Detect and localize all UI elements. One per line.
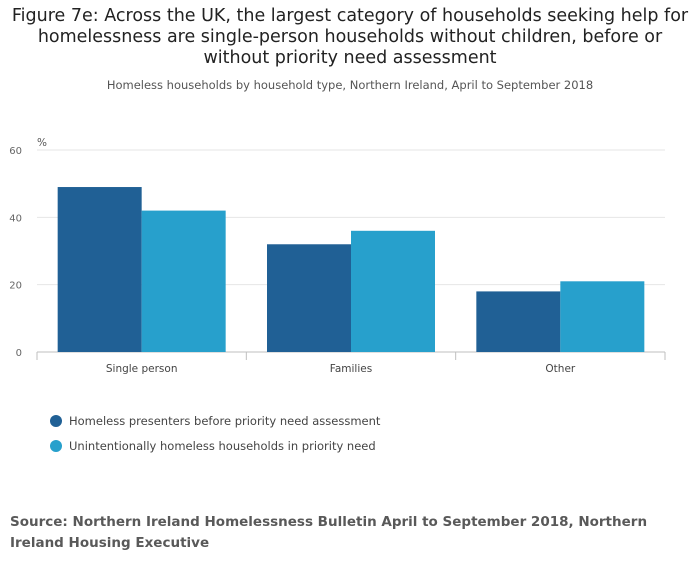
y-tick-label: 20 (9, 281, 22, 292)
bar-other-series-1 (476, 291, 561, 352)
chart-legend: Homeless presenters before priority need… (50, 408, 380, 458)
legend-label-series-2: Unintentionally homeless households in p… (69, 438, 376, 453)
x-tick-label: Single person (106, 363, 178, 375)
chart-subtitle: Homeless households by household type, N… (106, 78, 594, 92)
bar-other-series-2 (560, 281, 645, 352)
legend-swatch-series-2 (50, 439, 62, 452)
bar-families-series-1 (267, 244, 351, 352)
bar-single-person-series-1 (57, 187, 142, 352)
y-tick-label: 60 (9, 146, 22, 157)
chart-plot-area: 0 20 40 60% Single person Families Other (9, 137, 666, 375)
y-tick-label: 0 (16, 348, 22, 359)
y-tick-label: 40 (9, 213, 22, 224)
chart-title: Figure 7e: Across the UK, the largest ca… (11, 6, 689, 68)
x-tick-label: Families (330, 363, 372, 375)
y-axis-label: % (37, 137, 47, 149)
source-note: Source: Northern Ireland Homelessness Bu… (10, 514, 648, 551)
legend-label-series-1: Homeless presenters before priority need… (69, 413, 381, 428)
bar-single-person-series-2 (141, 210, 226, 352)
legend-swatch-series-1 (50, 414, 62, 427)
bar-families-series-2 (351, 230, 435, 352)
legend-item-series-1: Homeless presenters before priority need… (50, 408, 380, 433)
x-tick-label: Other (545, 363, 575, 375)
legend-item-series-2: Unintentionally homeless households in p… (50, 433, 380, 458)
